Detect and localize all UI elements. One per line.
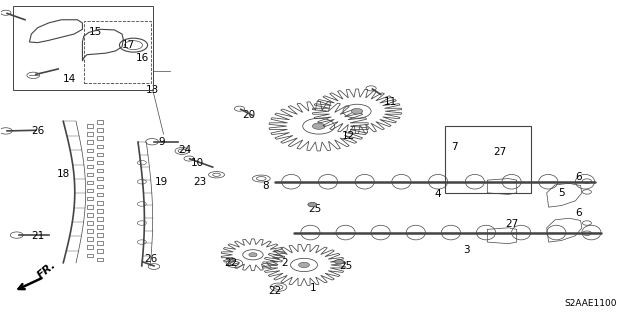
Text: 26: 26 xyxy=(144,254,157,263)
Bar xyxy=(97,185,103,189)
Bar xyxy=(97,209,103,212)
Bar xyxy=(87,245,93,249)
Text: 6: 6 xyxy=(575,209,582,219)
Bar xyxy=(87,157,93,160)
Text: 19: 19 xyxy=(155,177,168,187)
Text: 17: 17 xyxy=(122,40,135,50)
Bar xyxy=(97,233,103,237)
Bar xyxy=(87,229,93,233)
Bar xyxy=(97,145,103,148)
Circle shape xyxy=(308,202,317,207)
Bar xyxy=(97,217,103,221)
Text: 11: 11 xyxy=(383,97,397,107)
Bar xyxy=(87,254,93,257)
Text: 4: 4 xyxy=(435,189,442,199)
Text: 21: 21 xyxy=(31,231,44,241)
Text: 13: 13 xyxy=(146,85,159,95)
Circle shape xyxy=(299,262,309,268)
Bar xyxy=(97,193,103,197)
Text: 16: 16 xyxy=(136,53,149,63)
Bar xyxy=(87,132,93,136)
Bar xyxy=(97,201,103,204)
Bar xyxy=(87,237,93,241)
Text: 1: 1 xyxy=(310,283,317,293)
Bar xyxy=(97,177,103,180)
Bar xyxy=(87,205,93,209)
Bar xyxy=(97,152,103,156)
Text: FR.: FR. xyxy=(36,259,58,280)
Text: 20: 20 xyxy=(242,110,255,120)
Bar xyxy=(87,165,93,168)
Bar xyxy=(87,149,93,152)
Circle shape xyxy=(312,123,325,129)
Circle shape xyxy=(249,253,257,257)
Bar xyxy=(97,137,103,140)
Bar xyxy=(87,213,93,217)
Text: 10: 10 xyxy=(191,158,204,168)
Text: 23: 23 xyxy=(193,177,207,187)
Bar xyxy=(87,173,93,176)
Text: S2AAE1100: S2AAE1100 xyxy=(564,299,617,308)
Text: 12: 12 xyxy=(342,131,355,141)
Bar xyxy=(97,225,103,229)
Text: 2: 2 xyxy=(282,258,288,268)
Text: 6: 6 xyxy=(575,172,582,182)
Text: 7: 7 xyxy=(451,142,458,152)
Text: 9: 9 xyxy=(158,137,165,147)
Text: 27: 27 xyxy=(493,146,507,157)
Bar xyxy=(97,241,103,245)
Bar xyxy=(97,161,103,164)
Bar xyxy=(87,197,93,201)
Bar xyxy=(87,181,93,184)
Text: 5: 5 xyxy=(558,188,564,198)
Text: 26: 26 xyxy=(31,126,44,136)
Text: 22: 22 xyxy=(224,258,237,268)
Text: 18: 18 xyxy=(57,169,70,179)
Bar xyxy=(97,249,103,253)
Text: 14: 14 xyxy=(63,73,76,84)
Text: 24: 24 xyxy=(178,145,191,155)
Bar xyxy=(97,120,103,124)
Circle shape xyxy=(351,108,363,114)
Text: 25: 25 xyxy=(339,261,352,271)
Bar xyxy=(97,169,103,172)
Text: 25: 25 xyxy=(308,204,321,214)
Bar xyxy=(87,189,93,192)
Text: 3: 3 xyxy=(463,245,470,255)
Bar xyxy=(87,221,93,225)
Bar xyxy=(97,257,103,261)
Text: 27: 27 xyxy=(505,219,518,229)
Bar xyxy=(97,128,103,132)
Text: 15: 15 xyxy=(88,27,102,37)
Bar xyxy=(87,124,93,128)
Bar xyxy=(87,140,93,144)
Text: 22: 22 xyxy=(269,286,282,296)
Circle shape xyxy=(335,260,344,264)
Text: 8: 8 xyxy=(262,182,269,191)
